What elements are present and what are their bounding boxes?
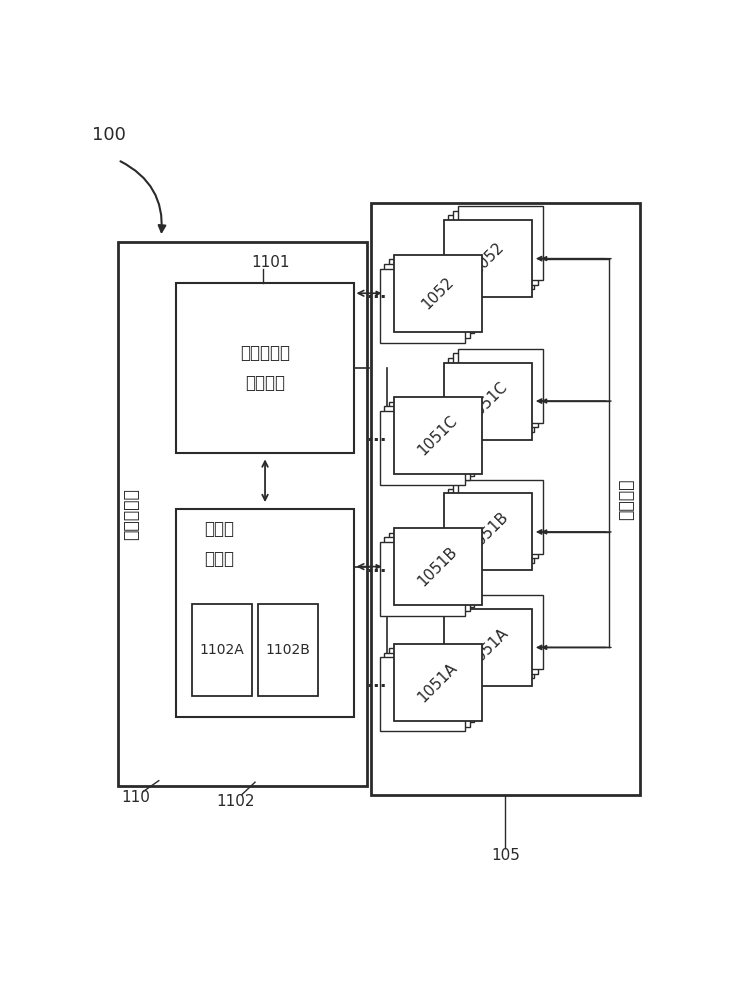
Bar [394, 255, 482, 332]
Text: 1052: 1052 [419, 274, 457, 312]
Text: 100: 100 [92, 126, 126, 144]
Text: 1051A: 1051A [415, 660, 460, 705]
Bar [448, 215, 534, 289]
Bar [176, 283, 354, 453]
Bar [192, 604, 252, 696]
Bar [380, 542, 466, 616]
Bar [370, 203, 640, 795]
Text: 1051B: 1051B [466, 509, 511, 555]
Bar [394, 644, 482, 721]
Bar [118, 242, 367, 786]
Bar [458, 349, 543, 423]
Bar [384, 537, 470, 611]
Bar [444, 493, 532, 570]
Bar [389, 259, 474, 333]
Text: 1051C: 1051C [415, 413, 460, 458]
Text: ...: ... [367, 427, 387, 445]
Bar [380, 411, 466, 485]
Text: ...: ... [367, 284, 387, 302]
Bar [384, 653, 470, 727]
Text: 1052: 1052 [469, 240, 507, 278]
Bar [458, 595, 543, 669]
Bar [384, 406, 470, 480]
Bar [448, 604, 534, 678]
Bar [384, 264, 470, 338]
Bar [380, 269, 466, 343]
Bar [453, 484, 539, 558]
Text: 110: 110 [122, 790, 150, 805]
Bar [444, 220, 532, 297]
Bar [453, 353, 539, 427]
Text: 1051C: 1051C [466, 378, 511, 424]
Text: 错误更正码
编码电路: 错误更正码 编码电路 [240, 344, 290, 392]
Bar [453, 600, 539, 674]
Text: ...: ... [367, 558, 387, 576]
Text: 1102: 1102 [217, 794, 255, 809]
Text: 闪存控制器: 闪存控制器 [122, 488, 140, 540]
Bar [389, 648, 474, 722]
Bar [258, 604, 318, 696]
Text: 1102A: 1102A [200, 643, 244, 657]
Bar [444, 609, 532, 686]
Bar [389, 533, 474, 607]
Bar [448, 489, 534, 563]
Text: ...: ... [367, 673, 387, 691]
Bar [458, 206, 543, 280]
Text: 1101: 1101 [251, 255, 290, 270]
Bar [444, 363, 532, 440]
Bar [453, 211, 539, 285]
Bar [380, 657, 466, 731]
Bar [394, 397, 482, 474]
Bar [458, 480, 543, 554]
Text: 1102B: 1102B [266, 643, 310, 657]
Text: 105: 105 [491, 848, 520, 863]
Bar [389, 402, 474, 476]
Bar [176, 509, 354, 717]
Text: 1051A: 1051A [466, 625, 510, 670]
Text: 校验码
缓冲器: 校验码 缓冲器 [203, 520, 234, 568]
Bar [448, 358, 534, 432]
Text: 1051B: 1051B [415, 544, 460, 589]
Text: 闪存模块: 闪存模块 [617, 478, 635, 520]
Bar [394, 528, 482, 605]
